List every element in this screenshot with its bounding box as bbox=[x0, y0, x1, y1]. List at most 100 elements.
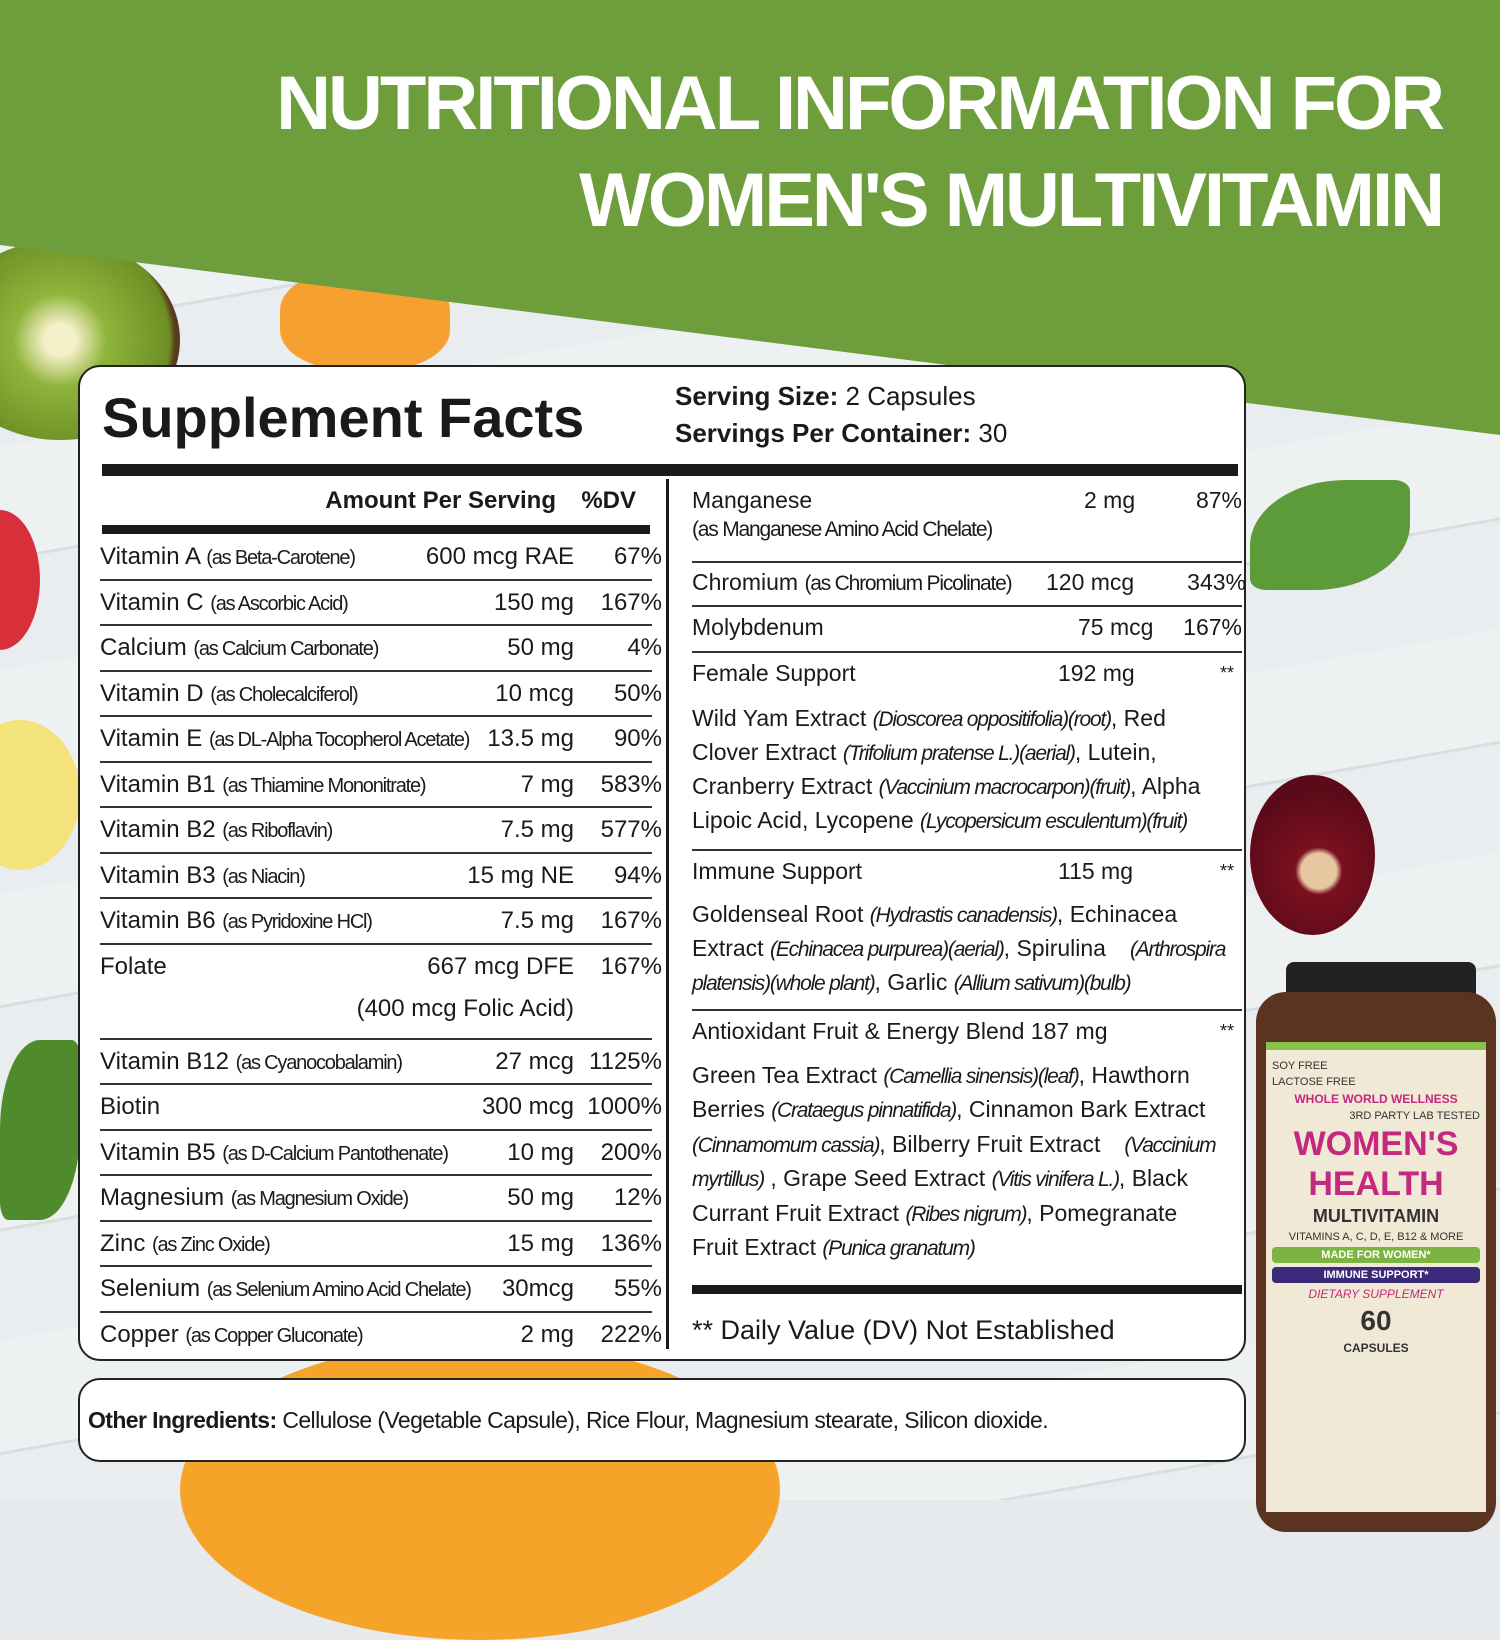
nutrient-dv: 577% bbox=[600, 816, 662, 843]
row-chromium: Chromium (as Chromium Picolinate) 120 mc… bbox=[692, 569, 1246, 595]
row-divider bbox=[692, 1009, 1242, 1011]
servings-per-container: Servings Per Container: 30 bbox=[675, 418, 1008, 448]
nutrient-amount: 150 mg bbox=[493, 588, 574, 616]
row-divider bbox=[692, 651, 1242, 653]
nutrient-row: Vitamin B5 (as D-Calcium Pantothenate) 1… bbox=[100, 1131, 662, 1176]
nutrient-dv: 136% bbox=[600, 1229, 662, 1257]
cherry-image bbox=[1250, 775, 1375, 935]
nutrient-amount: 667 mcg DFE bbox=[427, 952, 574, 980]
nutrient-name: Zinc (as Zinc Oxide) bbox=[100, 1229, 271, 1257]
page-title-line2: WOMEN'S MULTIVITAMIN bbox=[579, 158, 1445, 243]
nutrient-amount: 15 mg bbox=[507, 1229, 574, 1257]
nutrient-amount: 7.5 mg bbox=[500, 816, 574, 843]
nutrient-dv: 200% bbox=[600, 1138, 662, 1166]
nutrient-name: Folate bbox=[100, 952, 167, 980]
nutrient-dv: 583% bbox=[600, 770, 662, 798]
nutrient-dv: 50% bbox=[613, 679, 662, 707]
bottle-name: WOMEN'S bbox=[1293, 1125, 1459, 1163]
nutrient-amount: 15 mg NE bbox=[467, 861, 574, 889]
supplement-facts-panel: Supplement Facts Serving Size: 2 Capsule… bbox=[78, 365, 1246, 1361]
nutrient-dv: 167% bbox=[600, 907, 662, 934]
leaf-image bbox=[0, 1040, 80, 1220]
bottle-label: SOY FREE LACTOSE FREE WHOLE WORLD WELLNE… bbox=[1266, 1042, 1486, 1512]
nutrient-amount: 30mcg bbox=[501, 1275, 574, 1302]
nutrient-dv: 94% bbox=[613, 861, 662, 889]
nutrient-sub: (400 mcg Folic Acid) bbox=[356, 994, 574, 1022]
divider-bar bbox=[102, 464, 1238, 476]
nutrient-name: Vitamin B2 (as Riboflavin) bbox=[100, 816, 333, 843]
nutrient-dv: 90% bbox=[613, 725, 662, 752]
nutrient-row: Zinc (as Zinc Oxide) 15 mg 136% bbox=[100, 1222, 662, 1267]
nutrient-row: Vitamin B3 (as Niacin) 15 mg NE 94% bbox=[100, 854, 662, 899]
nutrient-row: Magnesium (as Magnesium Oxide) 50 mg 12% bbox=[100, 1176, 662, 1222]
row-female-support: Female Support 192 mg ** Wild Yam Extrac… bbox=[692, 660, 1234, 833]
bottle-count: 60 bbox=[1360, 1305, 1392, 1336]
header-bar bbox=[102, 525, 650, 534]
nutrient-row: Selenium (as Selenium Amino Acid Chelate… bbox=[100, 1267, 662, 1313]
brand-logo-text: WHOLE WORLD WELLNESS bbox=[1294, 1092, 1458, 1106]
nutrient-dv: 55% bbox=[613, 1275, 662, 1302]
nutrient-name: Calcium (as Calcium Carbonate) bbox=[100, 634, 379, 661]
nutrient-name: Vitamin E (as DL-Alpha Tocopherol Acetat… bbox=[100, 725, 470, 752]
nutrient-name: Vitamin D (as Cholecalciferol) bbox=[100, 679, 359, 707]
bottle-type: MULTIVITAMIN bbox=[1312, 1206, 1440, 1226]
nutrient-amount: 27 mcg bbox=[495, 1047, 574, 1075]
nutrient-row: Vitamin B6 (as Pyridoxine HCl) 7.5 mg 16… bbox=[100, 899, 662, 945]
nutrient-name: Vitamin B12 (as Cyanocobalamin) bbox=[100, 1047, 403, 1075]
supplement-facts-title: Supplement Facts bbox=[102, 386, 585, 449]
nutrient-amount: 300 mcg bbox=[481, 1093, 574, 1120]
made-for-women-badge: MADE FOR WOMEN* bbox=[1272, 1247, 1480, 1263]
nutrient-table: Vitamin A (as Beta-Carotene) 600 mcg RAE… bbox=[100, 535, 662, 1359]
nutrient-row: Biotin 300 mcg 1000% bbox=[100, 1085, 662, 1131]
nutrient-dv: 4% bbox=[627, 634, 662, 661]
nutrient-row: Vitamin B1 (as Thiamine Mononitrate) 7 m… bbox=[100, 763, 662, 808]
footnote: ** Daily Value (DV) Not Established bbox=[692, 1315, 1115, 1345]
nutrient-row: Vitamin D (as Cholecalciferol) 10 mcg 50… bbox=[100, 672, 662, 717]
nutrient-row: Vitamin B2 (as Riboflavin) 7.5 mg 577% bbox=[100, 808, 662, 854]
other-ingredients: Other Ingredients: Cellulose (Vegetable … bbox=[78, 1378, 1246, 1462]
amount-header: Amount Per Serving bbox=[325, 487, 556, 514]
lactose-free-text: LACTOSE FREE bbox=[1272, 1076, 1356, 1088]
nutrient-name: Biotin bbox=[100, 1093, 161, 1120]
nutrient-amount: 7.5 mg bbox=[500, 907, 574, 934]
immune-support-badge: IMMUNE SUPPORT* bbox=[1272, 1267, 1480, 1283]
nutrient-name: Copper (as Copper Gluconate) bbox=[100, 1320, 364, 1348]
footer-bar bbox=[692, 1285, 1242, 1294]
bottle-name-2: HEALTH bbox=[1308, 1165, 1444, 1203]
row-manganese: Manganese 2 mg 87% (as Manganese Amino A… bbox=[692, 487, 1242, 541]
nutrient-dv: 12% bbox=[613, 1184, 662, 1211]
nutrient-amount: 7 mg bbox=[520, 770, 574, 798]
row-divider bbox=[692, 605, 1242, 607]
nutrient-amount: 600 mcg RAE bbox=[425, 543, 574, 570]
nutrient-amount: 10 mg bbox=[507, 1138, 574, 1166]
row-divider bbox=[692, 849, 1242, 851]
nutrient-dv: 167% bbox=[600, 952, 662, 980]
nutrient-dv: 167% bbox=[600, 588, 662, 616]
nutrient-row: Folate 667 mcg DFE 167% (400 mcg Folic Ac… bbox=[100, 945, 662, 1040]
nutrient-amount: 10 mcg bbox=[495, 679, 574, 707]
product-bottle-image: SOY FREE LACTOSE FREE WHOLE WORLD WELLNE… bbox=[1256, 962, 1496, 1532]
nutrient-amount: 2 mg bbox=[520, 1320, 574, 1348]
row-divider bbox=[692, 561, 1242, 563]
nutrient-row: Vitamin C (as Ascorbic Acid) 150 mg 167% bbox=[100, 581, 662, 626]
nutrient-row: Vitamin E (as DL-Alpha Tocopherol Acetat… bbox=[100, 717, 662, 763]
row-immune-support: Immune Support 115 mg ** Goldenseal Root… bbox=[692, 858, 1234, 995]
nutrient-row: Copper (as Copper Gluconate) 2 mg 222% bbox=[100, 1313, 662, 1359]
nutrient-name: Magnesium (as Magnesium Oxide) bbox=[100, 1184, 409, 1211]
nutrient-row: Vitamin B12 (as Cyanocobalamin) 27 mcg 1… bbox=[100, 1040, 662, 1085]
nutrient-name: Vitamin B5 (as D-Calcium Pantothenate) bbox=[100, 1138, 449, 1166]
nutrient-name: Selenium (as Selenium Amino Acid Chelate… bbox=[100, 1275, 472, 1302]
dv-header: %DV bbox=[581, 487, 636, 514]
nutrient-amount: 50 mg bbox=[507, 1184, 574, 1211]
row-antioxidant-blend: Antioxidant Fruit & Energy Blend 187 mg … bbox=[692, 1018, 1234, 1260]
nutrient-dv: 222% bbox=[600, 1320, 662, 1348]
bottle-capsules-text: CAPSULES bbox=[1343, 1341, 1409, 1355]
page-title-line1: NUTRITIONAL INFORMATION FOR bbox=[276, 61, 1445, 146]
lab-tested-text: 3RD PARTY LAB TESTED bbox=[1349, 1110, 1480, 1122]
nutrient-name: Vitamin B6 (as Pyridoxine HCl) bbox=[100, 907, 373, 934]
nutrient-row: Calcium (as Calcium Carbonate) 50 mg 4% bbox=[100, 626, 662, 672]
nutrient-amount: 13.5 mg bbox=[487, 725, 574, 752]
nutrient-name: Vitamin B1 (as Thiamine Mononitrate) bbox=[100, 770, 427, 798]
nutrient-amount: 50 mg bbox=[507, 634, 574, 661]
nutrient-dv: 1125% bbox=[589, 1047, 662, 1075]
